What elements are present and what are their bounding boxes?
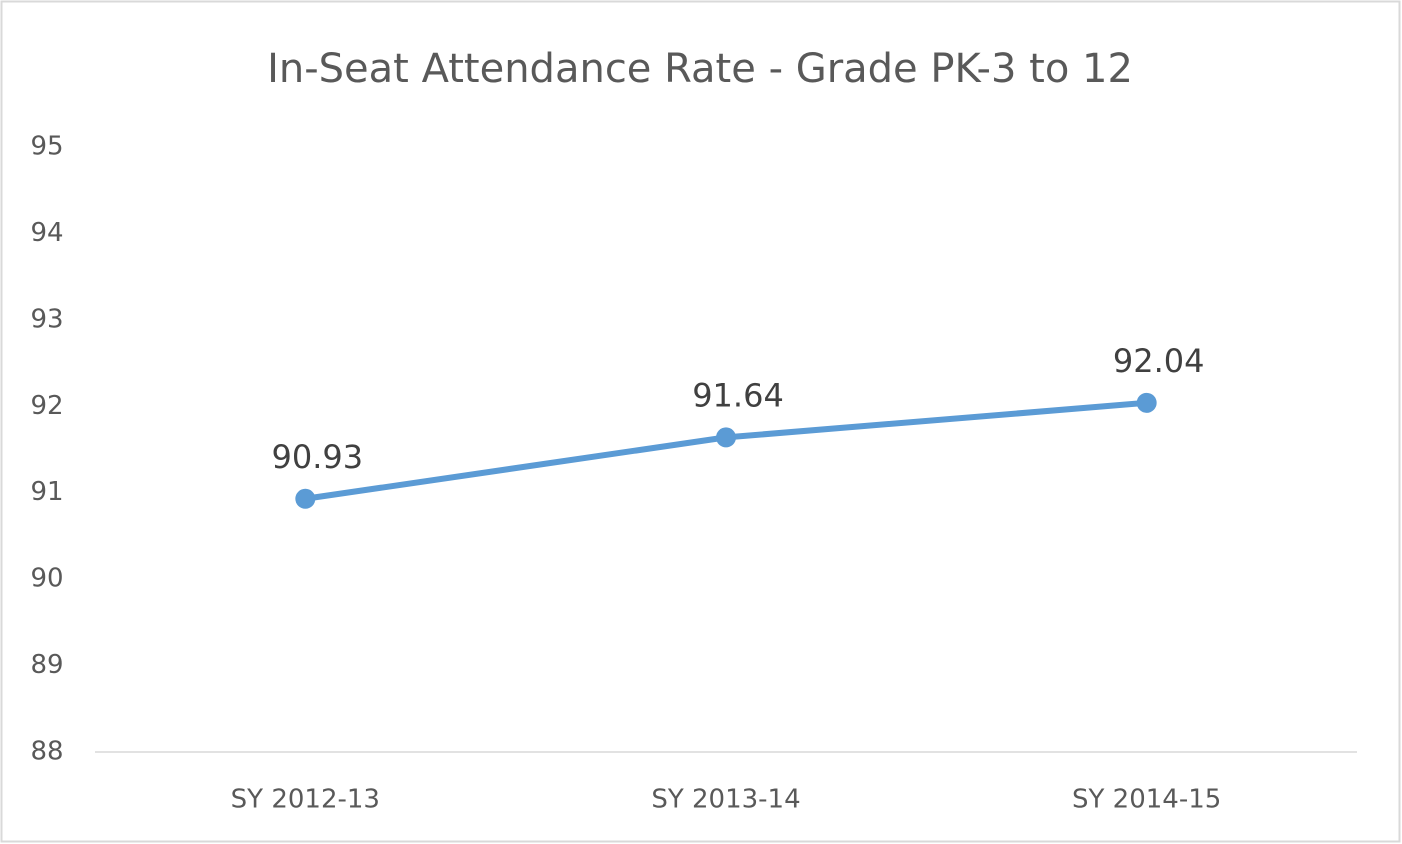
y-tick-label: 90 <box>30 564 63 594</box>
y-tick-label: 92 <box>30 391 63 421</box>
y-tick-label: 95 <box>30 132 63 162</box>
y-tick-label: 91 <box>30 477 63 507</box>
data-point <box>1136 392 1157 413</box>
data-label: 91.64 <box>692 376 784 414</box>
data-label: 92.04 <box>1113 342 1205 380</box>
y-tick-label: 89 <box>30 650 63 680</box>
data-point <box>295 488 316 509</box>
y-tick-label: 94 <box>30 218 63 248</box>
x-tick-label: SY 2012-13 <box>231 785 380 815</box>
y-tick-label: 88 <box>30 737 63 767</box>
chart-title: In-Seat Attendance Rate - Grade PK-3 to … <box>267 46 1133 92</box>
x-tick-label: SY 2014-15 <box>1072 785 1221 815</box>
data-label: 90.93 <box>272 438 364 476</box>
data-point <box>716 427 736 448</box>
x-tick-label: SY 2013-14 <box>651 785 800 815</box>
y-tick-label: 93 <box>30 304 63 334</box>
